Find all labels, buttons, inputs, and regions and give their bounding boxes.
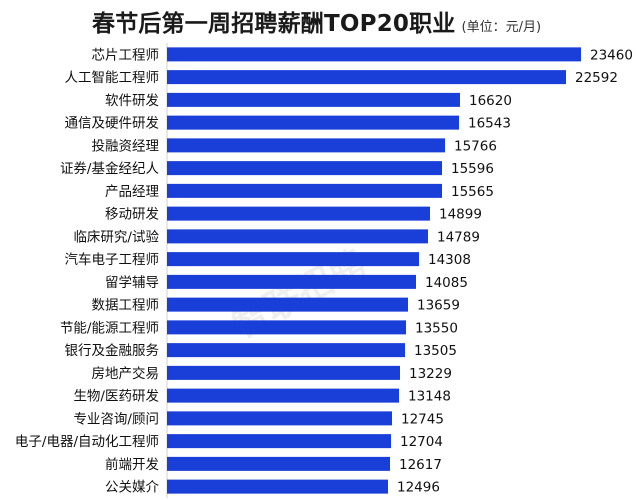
category-label: 银行及金融服务 bbox=[65, 343, 160, 359]
category-label: 移动研发 bbox=[105, 207, 159, 223]
category-label: 芯片工程师 bbox=[92, 47, 160, 63]
value-label: 16620 bbox=[469, 93, 512, 109]
value-label: 15596 bbox=[451, 161, 494, 177]
bar bbox=[167, 411, 392, 426]
value-label: 13229 bbox=[409, 366, 452, 382]
value-label: 15565 bbox=[451, 184, 494, 200]
bar bbox=[167, 252, 419, 267]
category-label: 前端开发 bbox=[105, 456, 159, 473]
unit-label: (单位：元/月) bbox=[461, 20, 542, 35]
category-label: 留学辅导 bbox=[105, 275, 159, 291]
value-label: 14085 bbox=[425, 275, 468, 291]
category-label: 临床研究/试验 bbox=[73, 229, 159, 245]
value-label: 13148 bbox=[408, 389, 451, 405]
bar bbox=[167, 297, 408, 312]
value-label: 12617 bbox=[399, 457, 442, 473]
value-label: 22592 bbox=[575, 70, 618, 86]
value-label: 14899 bbox=[439, 207, 482, 223]
category-label: 节能/能源工程师 bbox=[60, 320, 159, 336]
bar bbox=[167, 229, 428, 244]
value-label: 14308 bbox=[428, 252, 471, 268]
bar bbox=[167, 274, 416, 289]
category-label: 证券/基金经纪人 bbox=[60, 160, 160, 177]
category-label: 房地产交易 bbox=[92, 365, 160, 382]
category-label: 人工智能工程师 bbox=[65, 70, 160, 86]
bar bbox=[167, 320, 406, 335]
category-label: 软件研发 bbox=[105, 93, 159, 109]
category-label: 专业咨询/顾问 bbox=[73, 411, 159, 427]
bar bbox=[167, 161, 442, 176]
value-label: 13505 bbox=[414, 343, 457, 359]
category-label: 产品经理 bbox=[105, 184, 159, 200]
value-label: 23460 bbox=[590, 47, 633, 63]
category-label: 公关媒介 bbox=[105, 480, 159, 496]
category-label: 数据工程师 bbox=[92, 298, 160, 314]
bar bbox=[167, 456, 390, 471]
bar bbox=[167, 206, 430, 221]
value-label: 13550 bbox=[415, 320, 458, 336]
value-label: 12704 bbox=[400, 434, 443, 450]
chart-title-bar: 春节后第一周招聘薪酬TOP20职业 (单位：元/月) bbox=[92, 4, 632, 38]
value-label: 15766 bbox=[454, 138, 497, 154]
value-label: 12745 bbox=[401, 411, 444, 427]
bar bbox=[167, 70, 566, 85]
category-label: 汽车电子工程师 bbox=[65, 251, 160, 268]
bar bbox=[167, 92, 460, 107]
category-label: 电子/电器/自动化工程师 bbox=[15, 434, 159, 450]
category-label: 生物/医药研发 bbox=[73, 389, 159, 405]
bar bbox=[167, 388, 399, 403]
bar bbox=[167, 47, 581, 62]
bar bbox=[167, 365, 400, 380]
category-label: 投融资经理 bbox=[92, 138, 160, 154]
bar bbox=[167, 115, 459, 130]
bar bbox=[167, 434, 391, 449]
value-label: 16543 bbox=[468, 116, 511, 132]
chart-title: 春节后第一周招聘薪酬TOP20职业 bbox=[92, 11, 456, 37]
bar bbox=[167, 183, 442, 198]
bar bbox=[167, 479, 388, 494]
value-label: 14789 bbox=[437, 229, 480, 245]
value-label: 13659 bbox=[417, 298, 460, 314]
value-label: 12496 bbox=[397, 480, 440, 496]
bar bbox=[167, 138, 445, 153]
bar bbox=[167, 343, 405, 358]
category-label: 通信及硬件研发 bbox=[65, 116, 160, 132]
